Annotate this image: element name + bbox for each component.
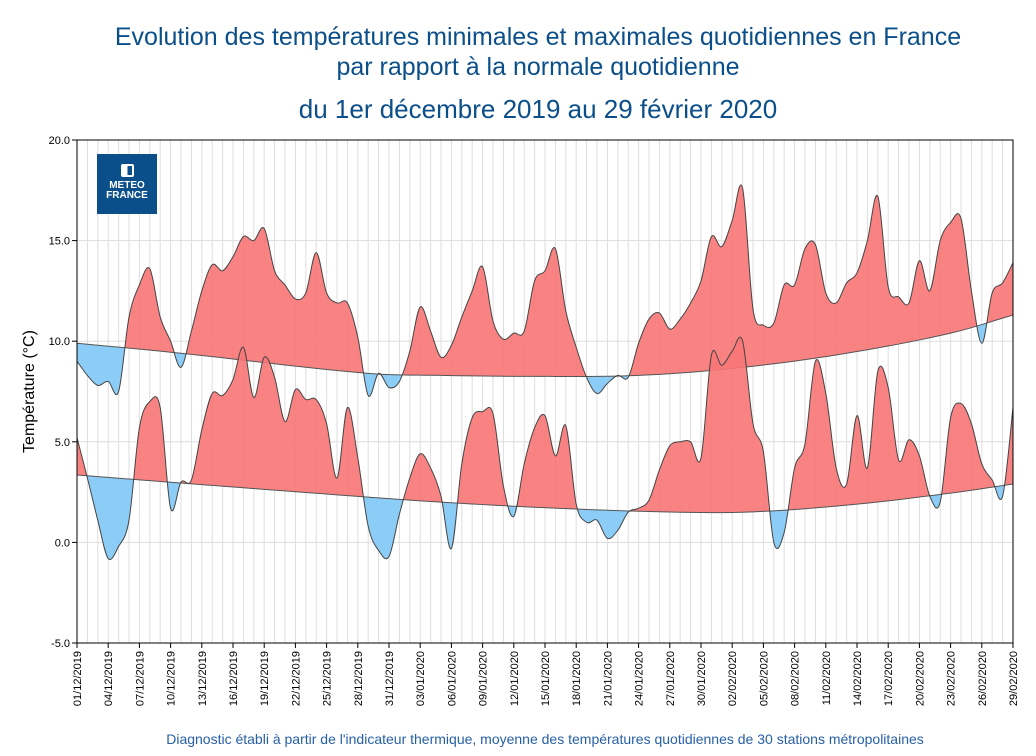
x-tick-label: 08/02/2020	[790, 651, 802, 706]
x-tick-label: 23/02/2020	[946, 651, 958, 706]
x-tick-label: 31/12/2019	[384, 651, 396, 706]
x-tick-label: 07/12/2019	[134, 651, 146, 706]
x-tick-label: 05/02/2020	[758, 651, 770, 706]
logo-symbol-icon	[120, 164, 134, 177]
y-axis-label: Température (°C)	[21, 330, 38, 453]
tmax-above-normal-area	[77, 185, 1013, 377]
y-tick-label: -5.0	[51, 638, 70, 650]
chart-title-line1: Evolution des températures minimales et …	[114, 23, 962, 51]
tmax-normal-line	[76, 314, 1014, 377]
x-tick-label: 02/02/2020	[727, 651, 739, 706]
y-tick-label: 15.0	[49, 236, 70, 248]
footer-note: Diagnostic établi à partir de l'indicate…	[166, 731, 924, 747]
x-tick-label: 09/01/2020	[478, 651, 490, 706]
x-tick-label: 24/01/2020	[634, 651, 646, 706]
meteo-france-logo: METEO FRANCE	[97, 154, 157, 214]
x-tick-label: 30/01/2020	[696, 651, 708, 706]
x-tick-label: 26/02/2020	[977, 651, 989, 706]
x-tick-label: 16/12/2019	[228, 651, 240, 706]
x-tick-label: 10/12/2019	[166, 651, 178, 706]
y-tick-label: 5.0	[55, 437, 70, 449]
chart-title-line2: par rapport à la normale quotidienne	[336, 53, 740, 81]
x-tick-label: 03/01/2020	[415, 651, 427, 706]
x-tick-label: 21/01/2020	[602, 651, 614, 706]
x-tick-label: 25/12/2019	[322, 651, 334, 706]
x-tick-label: 28/12/2019	[353, 651, 365, 706]
x-tick-label: 22/12/2019	[290, 651, 302, 706]
x-tick-label: 11/02/2020	[821, 651, 833, 705]
x-tick-label: 18/01/2020	[571, 651, 583, 706]
x-tick-label: 20/02/2020	[914, 651, 926, 706]
logo-text-line1: METEO	[109, 180, 145, 191]
x-tick-label: 29/02/2020	[1008, 651, 1020, 706]
x-tick-label: 14/02/2020	[852, 651, 864, 706]
chart-subtitle: du 1er décembre 2019 au 29 février 2020	[298, 94, 778, 124]
plot-frame	[76, 139, 1014, 644]
x-tick-label: 15/01/2020	[540, 651, 552, 706]
tmax-series-line	[76, 184, 1014, 397]
x-tick-label: 01/12/2019	[72, 651, 84, 706]
x-tick-label: 17/02/2020	[883, 651, 895, 706]
x-tick-label: 27/01/2020	[665, 651, 677, 706]
x-tick-label: 04/12/2019	[103, 651, 115, 706]
y-tick-label: 20.0	[49, 135, 70, 147]
x-tick-label: 13/12/2019	[197, 651, 209, 706]
x-tick-label: 12/01/2020	[509, 651, 521, 706]
tmin-above-normal-area	[77, 337, 1013, 513]
logo-text-line2: FRANCE	[106, 190, 148, 201]
y-tick-label: 0.0	[55, 537, 70, 549]
tmin-series-line	[76, 336, 1014, 560]
y-tick-label: 10.0	[49, 336, 70, 348]
x-tick-label: 19/12/2019	[259, 651, 271, 706]
x-tick-label: 06/01/2020	[446, 651, 458, 706]
tmin-normal-line	[76, 474, 1014, 514]
